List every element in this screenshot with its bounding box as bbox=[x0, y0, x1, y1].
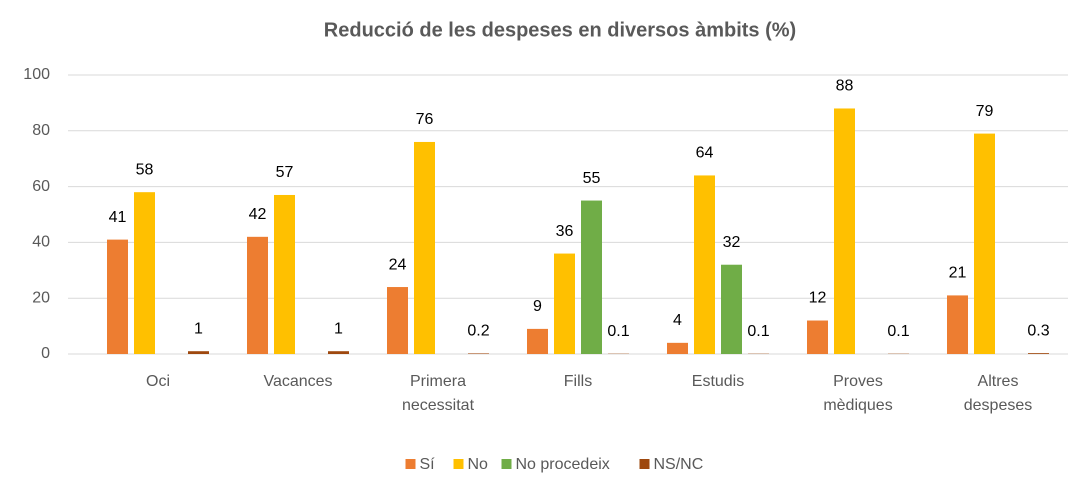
x-tick-label: Fills bbox=[563, 373, 593, 390]
bar bbox=[974, 133, 995, 354]
y-tick-label: 80 bbox=[32, 122, 50, 139]
bar bbox=[414, 141, 435, 354]
bar bbox=[274, 194, 295, 354]
legend-label: NS/NC bbox=[654, 456, 704, 473]
data-label: 55 bbox=[583, 170, 601, 187]
legend-label: No procedeix bbox=[516, 456, 610, 473]
data-label: 4 bbox=[673, 312, 682, 329]
x-tick-label: Vacances bbox=[263, 373, 333, 390]
data-label: 0.1 bbox=[747, 323, 769, 340]
legend-label: No bbox=[468, 456, 489, 473]
bar bbox=[188, 351, 209, 354]
data-label: 76 bbox=[416, 111, 434, 128]
y-tick-label: 0 bbox=[41, 345, 50, 362]
y-tick-label: 60 bbox=[32, 178, 50, 195]
bar bbox=[807, 320, 828, 354]
x-tick-label: Estudis bbox=[691, 373, 745, 390]
bar bbox=[694, 175, 715, 354]
bar bbox=[527, 328, 548, 354]
bar bbox=[834, 108, 855, 354]
data-label: 42 bbox=[249, 206, 267, 223]
legend-swatch bbox=[501, 459, 512, 469]
legend-swatch bbox=[405, 459, 416, 469]
data-label: 58 bbox=[136, 161, 154, 178]
y-tick-label: 100 bbox=[23, 66, 50, 83]
x-tick-label: Oci bbox=[146, 373, 170, 390]
bar bbox=[1028, 353, 1049, 354]
data-label: 0.1 bbox=[607, 323, 629, 340]
legend-label: Sí bbox=[420, 456, 436, 473]
data-label: 36 bbox=[556, 223, 574, 240]
data-label: 21 bbox=[949, 265, 967, 282]
bar bbox=[468, 353, 489, 354]
bar bbox=[554, 253, 575, 354]
bar bbox=[667, 342, 688, 354]
bar bbox=[721, 264, 742, 354]
x-tick-label: Proves mèdiques bbox=[823, 373, 893, 414]
data-label: 24 bbox=[389, 256, 407, 273]
data-label: 12 bbox=[809, 290, 827, 307]
bar bbox=[387, 287, 408, 354]
data-label: 0.1 bbox=[887, 323, 909, 340]
data-label: 0.2 bbox=[467, 323, 489, 340]
x-tick-label: Altres despeses bbox=[963, 373, 1033, 414]
bar bbox=[247, 236, 268, 354]
bar bbox=[107, 239, 128, 354]
bar bbox=[947, 295, 968, 354]
chart-title: Reducció de les despeses en diversos àmb… bbox=[324, 19, 796, 41]
data-label: 0.3 bbox=[1027, 322, 1049, 339]
x-tick-label: Primera necessitat bbox=[401, 373, 475, 414]
data-label: 41 bbox=[109, 209, 127, 226]
legend-swatch bbox=[639, 459, 650, 469]
y-tick-label: 20 bbox=[32, 289, 50, 306]
data-label: 1 bbox=[334, 320, 343, 337]
data-label: 9 bbox=[533, 298, 542, 315]
bar bbox=[134, 192, 155, 354]
data-label: 57 bbox=[276, 164, 294, 181]
legend-swatch bbox=[453, 459, 464, 469]
data-label: 88 bbox=[836, 78, 854, 95]
data-label: 79 bbox=[976, 103, 994, 120]
bar bbox=[328, 351, 349, 354]
y-tick-label: 40 bbox=[32, 234, 50, 251]
data-label: 1 bbox=[194, 320, 203, 337]
bar bbox=[581, 200, 602, 354]
data-label: 64 bbox=[696, 145, 714, 162]
data-label: 32 bbox=[723, 234, 741, 251]
